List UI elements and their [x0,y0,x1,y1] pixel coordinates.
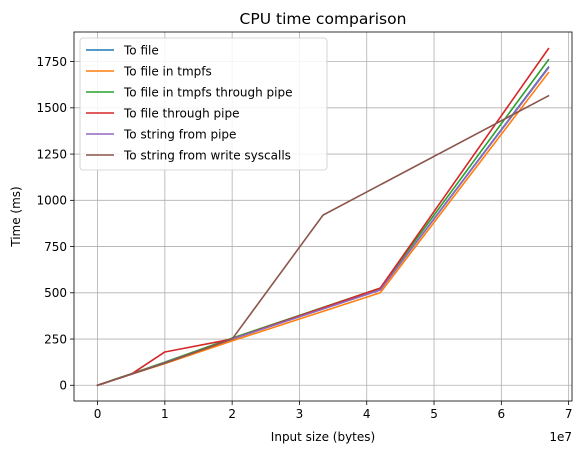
x-axis-label: Input size (bytes) [271,430,375,444]
y-axis-label: Time (ms) [9,186,23,248]
x-axis-offset-label: 1e7 [549,430,572,444]
legend-label-1: To file [123,43,159,57]
ticks: 0 1 2 3 4 5 6 7 0 250 500 750 1000 1250 1500 1750 [36,55,572,421]
legend-label-6: To string from write syscalls [123,148,291,162]
y-tick-label: 1250 [36,147,67,161]
x-tick-label: 0 [94,407,102,421]
y-tick-label: 500 [44,286,67,300]
x-tick-label: 7 [565,407,573,421]
legend: To file To file in tmpfs To file in tmpfs … [79,37,328,171]
y-tick-label: 1750 [36,55,67,69]
x-tick-label: 5 [430,407,438,421]
legend-label-3: To file in tmpfs through pipe [123,85,293,99]
y-tick-label: 1000 [36,194,67,208]
x-tick-label: 6 [498,407,506,421]
y-tick-label: 250 [44,332,67,346]
series-lines [96,47,550,387]
legend-label-4: To file through pipe [123,106,239,120]
x-tick-label: 1 [161,407,169,421]
y-tick-label: 750 [44,240,67,254]
y-tick-label: 0 [59,379,67,393]
x-tick-label: 3 [296,407,304,421]
y-tick-label: 1500 [36,101,67,115]
x-tick-label: 2 [228,407,236,421]
legend-label-2: To file in tmpfs [123,64,212,78]
legend-label-5: To string from pipe [123,127,236,141]
plot-frame [73,31,573,402]
legend-box [79,37,328,171]
series-line-6 [96,94,550,387]
chart-title: CPU time comparison [240,10,407,28]
x-tick-label: 4 [363,407,371,421]
